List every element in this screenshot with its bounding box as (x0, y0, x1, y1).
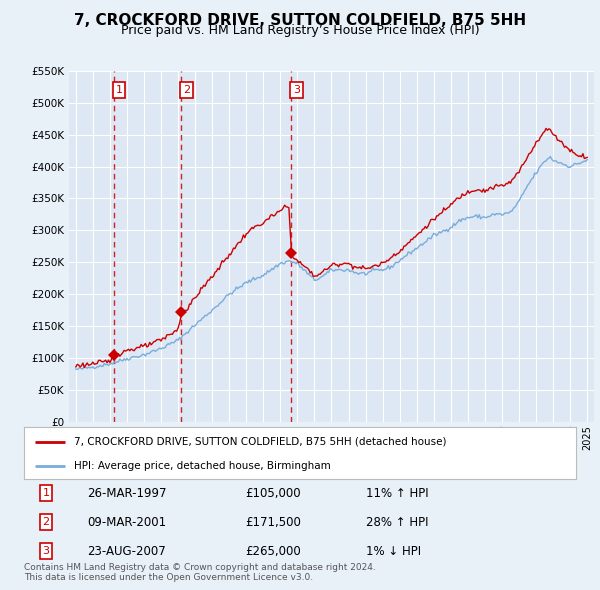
Text: Contains HM Land Registry data © Crown copyright and database right 2024.
This d: Contains HM Land Registry data © Crown c… (24, 563, 376, 582)
Text: 11% ↑ HPI: 11% ↑ HPI (366, 487, 429, 500)
Text: 09-MAR-2001: 09-MAR-2001 (88, 516, 167, 529)
Text: 3: 3 (293, 85, 300, 95)
Text: Price paid vs. HM Land Registry’s House Price Index (HPI): Price paid vs. HM Land Registry’s House … (121, 24, 479, 37)
Text: 1: 1 (115, 85, 122, 95)
Text: £105,000: £105,000 (245, 487, 301, 500)
Text: 28% ↑ HPI: 28% ↑ HPI (366, 516, 429, 529)
Text: 23-AUG-2007: 23-AUG-2007 (88, 545, 166, 558)
Text: 1: 1 (43, 489, 50, 498)
Text: 1% ↓ HPI: 1% ↓ HPI (366, 545, 421, 558)
Text: 7, CROCKFORD DRIVE, SUTTON COLDFIELD, B75 5HH (detached house): 7, CROCKFORD DRIVE, SUTTON COLDFIELD, B7… (74, 437, 446, 447)
Text: HPI: Average price, detached house, Birmingham: HPI: Average price, detached house, Birm… (74, 461, 331, 471)
Text: 26-MAR-1997: 26-MAR-1997 (88, 487, 167, 500)
Text: 2: 2 (183, 85, 190, 95)
Text: £171,500: £171,500 (245, 516, 301, 529)
Text: 7, CROCKFORD DRIVE, SUTTON COLDFIELD, B75 5HH: 7, CROCKFORD DRIVE, SUTTON COLDFIELD, B7… (74, 13, 526, 28)
Text: 2: 2 (43, 517, 50, 527)
Text: £265,000: £265,000 (245, 545, 301, 558)
Text: 3: 3 (43, 546, 50, 556)
